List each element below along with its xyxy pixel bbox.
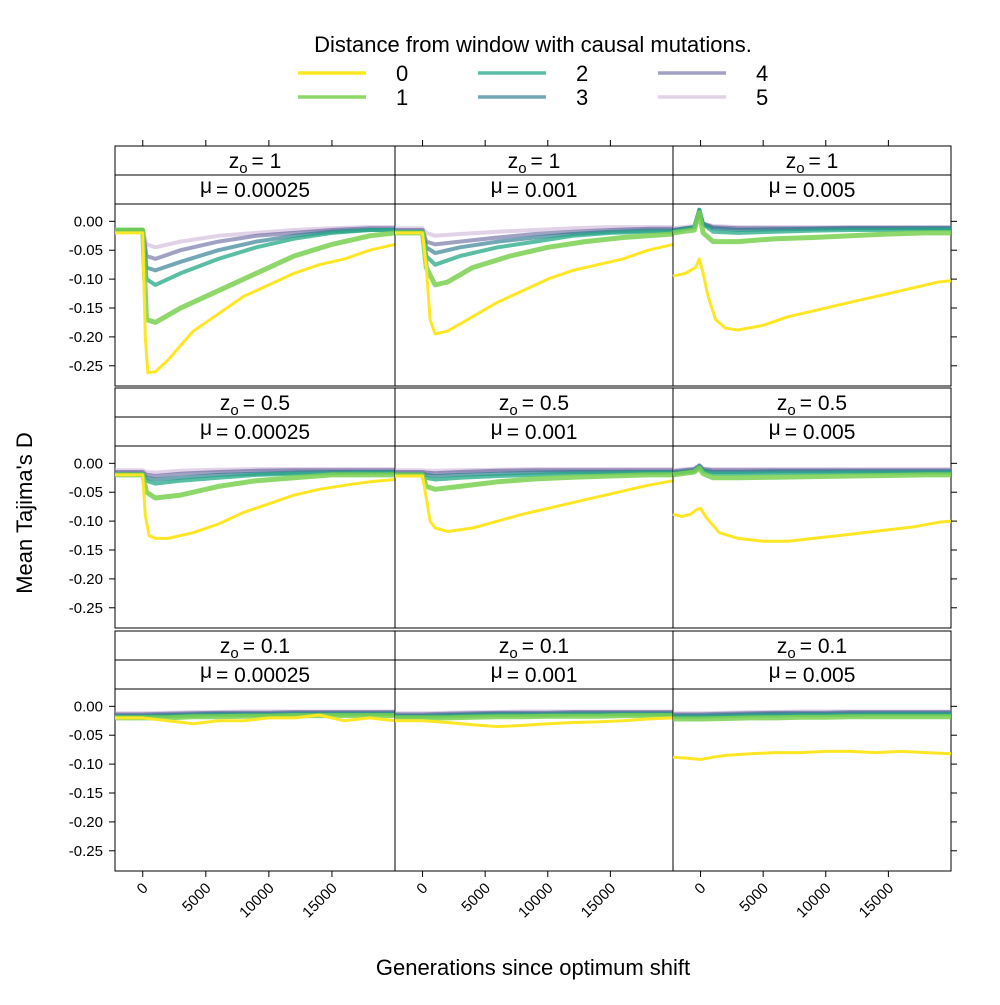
series-line-0 [395,716,674,729]
legend-label-1: 1 [396,85,408,110]
y-tick-label: -0.15 [69,785,103,802]
y-tick-label: -0.20 [69,329,103,346]
strip-z [672,145,952,176]
series-line-0 [115,473,396,540]
y-tick-label: -0.15 [69,300,103,317]
strip-z [114,387,396,418]
y-tick-label: -0.10 [69,756,103,773]
series-line-1 [673,714,951,722]
y-axis-title: Mean Tajima's D [12,432,37,594]
series-line-1 [395,713,673,721]
x-tick-label: 0 [413,880,431,898]
panel-2: zo = 1μ = 0.001 [394,140,674,387]
strip-z-label: zo = 1 [229,150,282,177]
strip-mu-label: μ = 0.00025 [200,660,310,687]
series-line-0 [395,231,674,336]
strip-z [394,630,674,661]
panel-3: zo = 1μ = 0.005 [672,140,957,387]
strip-mu [672,659,952,690]
y-tick-label: -0.25 [69,358,103,375]
panel-grid: zo = 1μ = 0.000250.00-0.05-0.10-0.15-0.20-… [69,140,957,921]
panel-4: zo = 0.5μ = 0.00025 0.00 -0.05 -0.10 -0.15 -0.2… [69,387,396,629]
panel-5: zo = 0.5μ = 0.001 [394,387,674,629]
x-tick-label: 10000 [793,880,835,922]
strip-z [672,387,952,418]
strip-z-label: zo = 0.5 [499,392,569,419]
x-tick-label: 5000 [736,880,772,916]
series-line-1 [115,713,395,721]
y-tick-label: -0.25 [69,843,103,860]
strip-z-label: zo = 0.1 [499,635,569,662]
legend-label-0: 0 [396,61,408,86]
series-line-0 [672,257,952,332]
series-line-0 [395,474,674,533]
panel-8: zo = 0.1μ = 0.001 0 5000 10000 15000 [394,630,674,922]
x-tick-label: 10000 [236,880,278,922]
y-tick-label: -0.10 [69,513,103,530]
x-tick-label: 5000 [179,880,215,916]
strip-mu-label: μ = 0.00025 [200,175,310,202]
x-tick-label: 0 [691,880,709,898]
series-line-0 [672,506,952,543]
x-tick-label: 5000 [458,880,494,916]
strip-mu-label: μ = 0.00025 [200,417,310,444]
strip-mu-label: μ = 0.005 [769,417,856,444]
legend-label-2: 2 [576,61,588,86]
strip-mu-label: μ = 0.001 [491,660,578,687]
series-line-0 [115,713,396,726]
legend: 01 23 45 [298,61,768,110]
y-tick-label: -0.20 [69,571,103,588]
strip-z [114,630,396,661]
strip-z-label: zo = 0.1 [777,635,847,662]
y-tick-label: 0.00 [74,455,103,472]
y-tick-label: -0.25 [69,600,103,617]
strip-z-label: zo = 1 [508,150,561,177]
strip-mu-label: μ = 0.001 [491,175,578,202]
legend-label-5: 5 [756,85,768,110]
x-tick-label: 0 [134,880,152,898]
legend-label-4: 4 [756,61,768,86]
series-line-1 [115,227,396,325]
strip-mu [672,416,952,447]
y-tick-label: 0.00 [74,698,103,715]
y-tick-label: -0.15 [69,542,103,559]
x-axis-title: Generations since optimum shift [376,955,690,980]
series-line-0 [115,231,396,375]
x-tick-label: 10000 [515,880,557,922]
y-tick-label: -0.05 [69,242,103,259]
strip-mu-label: μ = 0.005 [769,175,856,202]
strip-z-label: zo = 0.5 [220,392,290,419]
strip-mu [394,416,674,447]
x-tick-label: 15000 [578,880,620,922]
strip-mu [394,659,674,690]
y-tick-label: -0.20 [69,814,103,831]
strip-mu [394,174,674,205]
strip-mu-label: μ = 0.005 [769,660,856,687]
strip-z [394,387,674,418]
series-line-1 [672,465,951,481]
strip-z [394,145,674,176]
strip-z-label: zo = 0.5 [777,392,847,419]
y-tick-label: -0.05 [69,727,103,744]
panel-1: zo = 1μ = 0.00025 0.00 -0.05 -0.10 -0.15 -0.20 -… [69,140,396,387]
panel-6: zo = 0.5μ = 0.005 [672,387,957,629]
panel-7: zo = 0.1μ = 0.00025 0.00 -0.05 -0.10 -0.15 -0.2… [69,630,396,922]
series-line-1 [672,210,951,245]
series-line-0 [672,749,952,761]
strip-z-label: zo = 1 [786,150,839,177]
y-tick-label: -0.10 [69,271,103,288]
x-tick-label: 15000 [299,880,341,922]
strip-z-label: zo = 0.1 [220,635,290,662]
y-tick-label: 0.00 [74,213,103,230]
y-tick-label: -0.05 [69,484,103,501]
panel-9: zo = 0.1μ = 0.005 0 5000 10000 15000 [672,630,957,922]
strip-z [672,630,952,661]
x-tick-label: 15000 [856,880,898,922]
legend-title: Distance from window with causal mutatio… [314,32,752,57]
strip-mu-label: μ = 0.001 [491,417,578,444]
legend-label-3: 3 [576,85,588,110]
strip-mu [672,174,952,205]
